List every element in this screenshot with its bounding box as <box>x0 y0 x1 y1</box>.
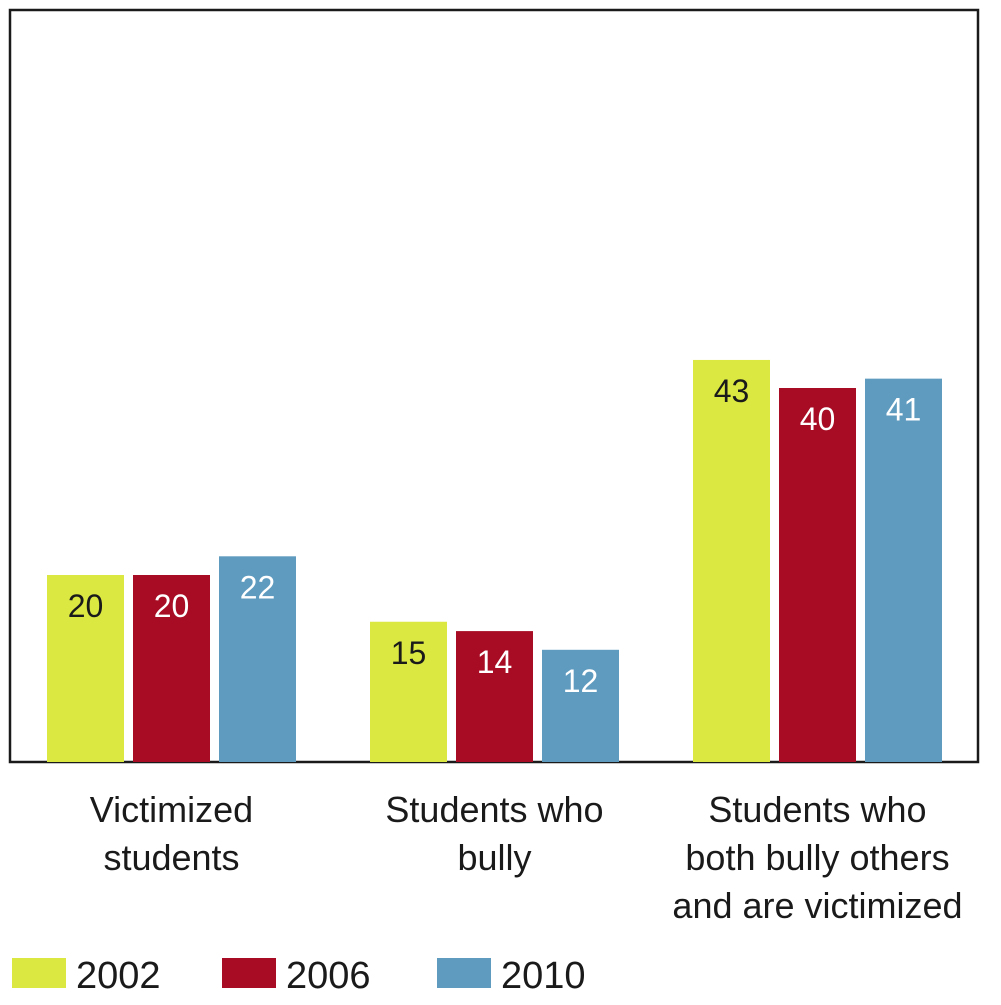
category-label-2-line2: bully <box>457 837 531 878</box>
bar-2010-cat1 <box>219 556 296 762</box>
bar-2002-cat3 <box>693 359 770 762</box>
data-label-2006-cat2: 14 <box>477 644 513 680</box>
category-label-1-line2: students <box>103 837 239 878</box>
legend-swatch-2002 <box>12 958 66 988</box>
category-label-1-line1: Victimized <box>90 789 253 830</box>
data-label-2002-cat3: 43 <box>714 373 750 409</box>
legend-label-2002: 2002 <box>76 955 161 997</box>
bar-2010-cat3 <box>865 378 942 762</box>
category-label-3-line1: Students who <box>708 789 926 830</box>
category-label-3-line2: both bully others <box>685 837 949 878</box>
bar-2002-cat1 <box>47 575 124 762</box>
category-label-3-line3: and are victimized <box>672 885 962 926</box>
legend: 2002 2006 2010 <box>12 955 586 997</box>
data-label-2010-cat2: 12 <box>563 663 599 699</box>
bar-2006-cat3 <box>779 388 856 762</box>
data-label-2002-cat2: 15 <box>391 635 427 671</box>
legend-swatch-2006 <box>222 958 276 988</box>
bar-2002-cat2 <box>370 621 447 762</box>
data-label-2006-cat3: 40 <box>800 401 836 437</box>
data-label-2002-cat1: 20 <box>68 588 104 624</box>
bar-2006-cat2 <box>456 631 533 762</box>
plot-area: 20 20 22 15 14 12 43 40 41 <box>8 8 980 764</box>
data-label-2010-cat3: 41 <box>886 392 922 428</box>
data-label-2010-cat1: 22 <box>240 569 276 605</box>
legend-label-2006: 2006 <box>286 955 371 997</box>
data-label-2006-cat1: 20 <box>154 588 190 624</box>
category-label-2-line1: Students who <box>385 789 603 830</box>
category-labels: Victimized students Students who bully Stude… <box>90 789 963 926</box>
bar-2006-cat1 <box>133 575 210 762</box>
legend-swatch-2010 <box>437 958 491 988</box>
legend-label-2010: 2010 <box>501 955 586 997</box>
bar-2010-cat2 <box>542 649 619 762</box>
